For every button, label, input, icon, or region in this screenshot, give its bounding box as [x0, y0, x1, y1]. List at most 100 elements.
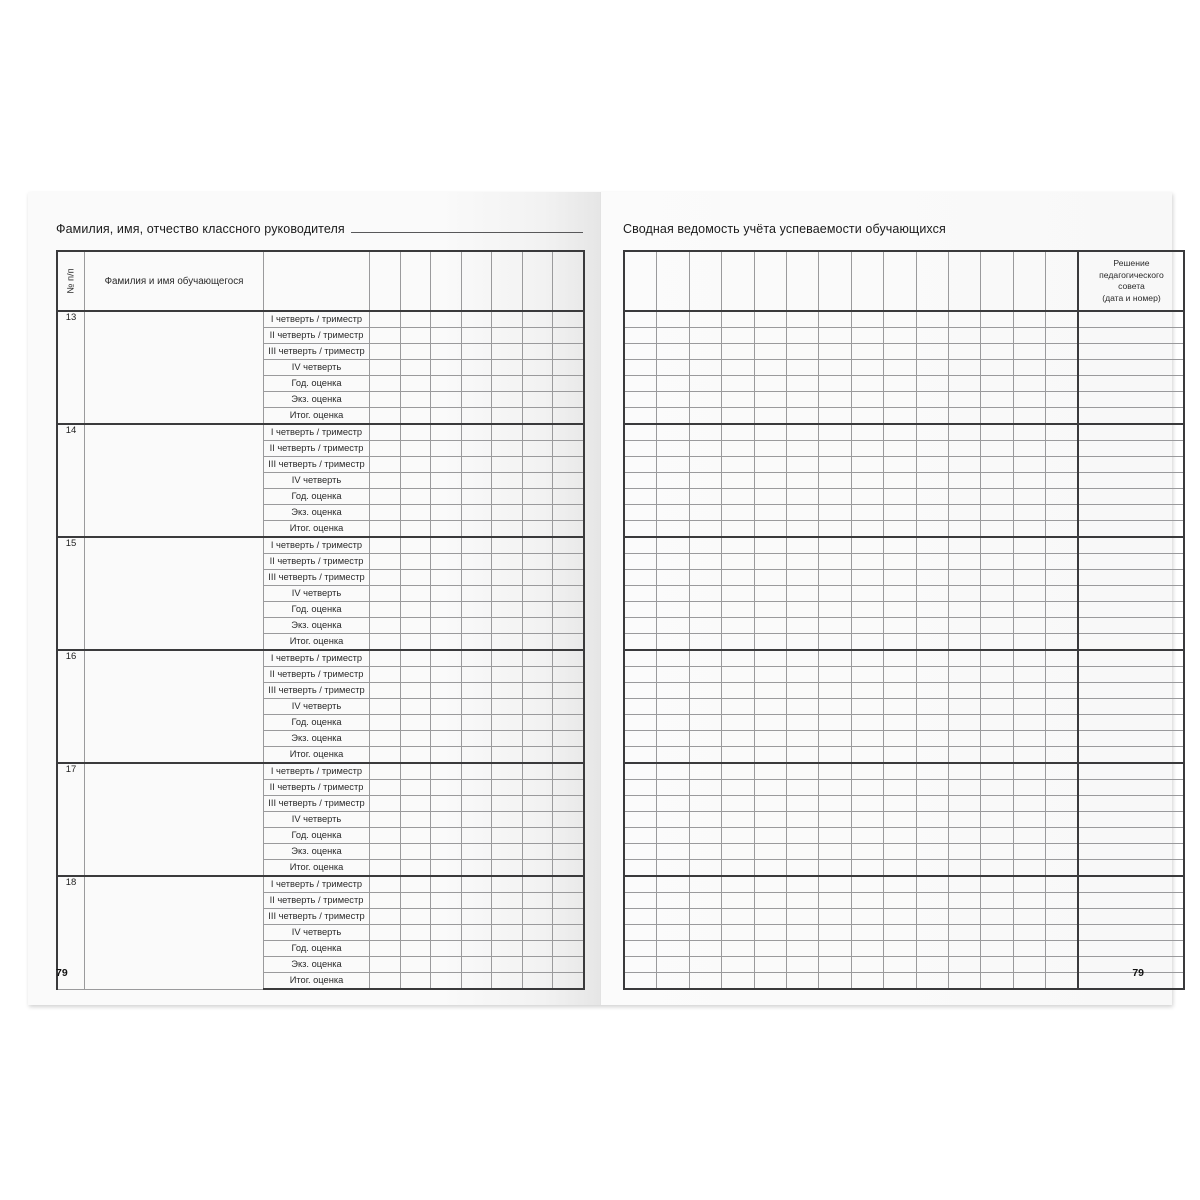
- mark-cell[interactable]: [1012, 827, 1047, 844]
- mark-cell[interactable]: [915, 327, 949, 344]
- mark-cell[interactable]: [688, 956, 723, 973]
- mark-cell[interactable]: [980, 520, 1014, 538]
- mark-cell[interactable]: [460, 359, 492, 376]
- mark-cell[interactable]: [947, 488, 982, 505]
- mark-cell[interactable]: [688, 892, 723, 909]
- mark-cell[interactable]: [753, 908, 787, 925]
- mark-cell[interactable]: [688, 359, 723, 376]
- mark-cell[interactable]: [785, 746, 820, 764]
- mark-cell[interactable]: [552, 875, 585, 893]
- mark-cell[interactable]: [883, 520, 917, 538]
- mark-cell[interactable]: [850, 811, 885, 828]
- mark-cell[interactable]: [369, 633, 401, 651]
- mark-cell[interactable]: [721, 892, 755, 909]
- mark-cell[interactable]: [656, 536, 690, 554]
- mark-cell[interactable]: [688, 924, 723, 941]
- mark-cell[interactable]: [399, 407, 431, 425]
- mark-cell[interactable]: [980, 343, 1014, 360]
- pedagogical-decision-cell[interactable]: [1077, 569, 1186, 586]
- mark-cell[interactable]: [552, 553, 585, 570]
- mark-cell[interactable]: [460, 843, 492, 860]
- mark-cell[interactable]: [850, 310, 885, 328]
- mark-cell[interactable]: [1012, 310, 1047, 328]
- mark-cell[interactable]: [1045, 520, 1079, 538]
- mark-cell[interactable]: [430, 859, 462, 877]
- pedagogical-decision-cell[interactable]: [1077, 536, 1186, 554]
- mark-cell[interactable]: [688, 310, 723, 328]
- mark-cell[interactable]: [753, 601, 787, 618]
- mark-cell[interactable]: [369, 504, 401, 521]
- mark-cell[interactable]: [430, 504, 462, 521]
- mark-cell[interactable]: [688, 649, 723, 667]
- mark-cell[interactable]: [850, 423, 885, 441]
- mark-cell[interactable]: [656, 924, 690, 941]
- mark-cell[interactable]: [430, 972, 462, 990]
- mark-cell[interactable]: [552, 762, 585, 780]
- mark-cell[interactable]: [721, 795, 755, 812]
- mark-cell[interactable]: [721, 811, 755, 828]
- mark-cell[interactable]: [623, 488, 658, 505]
- mark-cell[interactable]: [947, 472, 982, 489]
- mark-cell[interactable]: [1045, 714, 1079, 731]
- mark-cell[interactable]: [399, 569, 431, 586]
- mark-cell[interactable]: [521, 827, 553, 844]
- mark-cell[interactable]: [688, 811, 723, 828]
- mark-cell[interactable]: [915, 730, 949, 747]
- mark-cell[interactable]: [399, 520, 431, 538]
- mark-cell[interactable]: [623, 553, 658, 570]
- student-name-cell[interactable]: [84, 762, 264, 877]
- mark-cell[interactable]: [1045, 617, 1079, 634]
- mark-cell[interactable]: [785, 520, 820, 538]
- mark-cell[interactable]: [491, 343, 523, 360]
- mark-cell[interactable]: [980, 940, 1014, 957]
- mark-cell[interactable]: [430, 520, 462, 538]
- mark-cell[interactable]: [491, 520, 523, 538]
- mark-cell[interactable]: [947, 908, 982, 925]
- mark-cell[interactable]: [753, 730, 787, 747]
- mark-cell[interactable]: [521, 956, 553, 973]
- mark-cell[interactable]: [980, 811, 1014, 828]
- mark-cell[interactable]: [721, 762, 755, 780]
- student-name-cell[interactable]: [84, 649, 264, 764]
- mark-cell[interactable]: [1012, 682, 1047, 699]
- mark-cell[interactable]: [460, 924, 492, 941]
- pedagogical-decision-cell[interactable]: [1077, 762, 1186, 780]
- mark-cell[interactable]: [552, 827, 585, 844]
- mark-cell[interactable]: [460, 762, 492, 780]
- mark-cell[interactable]: [688, 504, 723, 521]
- mark-cell[interactable]: [399, 698, 431, 715]
- mark-cell[interactable]: [980, 617, 1014, 634]
- mark-cell[interactable]: [915, 666, 949, 683]
- mark-cell[interactable]: [1045, 407, 1079, 425]
- mark-cell[interactable]: [521, 698, 553, 715]
- mark-cell[interactable]: [883, 553, 917, 570]
- mark-cell[interactable]: [753, 488, 787, 505]
- mark-cell[interactable]: [369, 456, 401, 473]
- pedagogical-decision-cell[interactable]: [1077, 440, 1186, 457]
- mark-cell[interactable]: [980, 843, 1014, 860]
- mark-cell[interactable]: [947, 972, 982, 990]
- mark-cell[interactable]: [399, 472, 431, 489]
- mark-cell[interactable]: [623, 682, 658, 699]
- mark-cell[interactable]: [656, 972, 690, 990]
- mark-cell[interactable]: [947, 746, 982, 764]
- mark-cell[interactable]: [753, 843, 787, 860]
- mark-cell[interactable]: [688, 779, 723, 796]
- mark-cell[interactable]: [753, 859, 787, 877]
- mark-cell[interactable]: [947, 859, 982, 877]
- mark-cell[interactable]: [552, 569, 585, 586]
- mark-cell[interactable]: [721, 375, 755, 392]
- mark-cell[interactable]: [947, 666, 982, 683]
- mark-cell[interactable]: [883, 488, 917, 505]
- mark-cell[interactable]: [980, 892, 1014, 909]
- mark-cell[interactable]: [521, 504, 553, 521]
- mark-cell[interactable]: [460, 520, 492, 538]
- mark-cell[interactable]: [753, 585, 787, 602]
- mark-cell[interactable]: [980, 472, 1014, 489]
- mark-cell[interactable]: [369, 375, 401, 392]
- mark-cell[interactable]: [1012, 843, 1047, 860]
- pedagogical-decision-cell[interactable]: [1077, 585, 1186, 602]
- mark-cell[interactable]: [818, 698, 852, 715]
- mark-cell[interactable]: [980, 779, 1014, 796]
- mark-cell[interactable]: [656, 569, 690, 586]
